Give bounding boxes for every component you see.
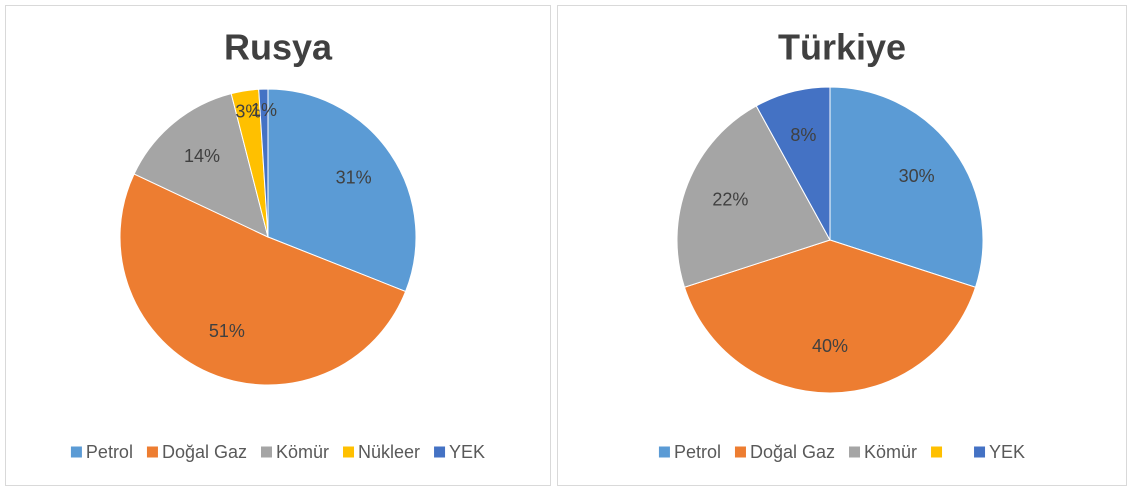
- legend-swatch: [343, 446, 355, 458]
- legend-swatch: [434, 446, 446, 458]
- pie-slice: [676, 105, 831, 288]
- legend-label: Doğal Gaz: [162, 442, 247, 462]
- legend-label: Petrol: [86, 442, 133, 462]
- data-label: 40%: [812, 336, 848, 356]
- legend-label: Kömür: [276, 442, 329, 462]
- legend-swatch: [734, 446, 746, 458]
- legend-swatch: [849, 446, 861, 458]
- pie-slice: [133, 93, 269, 238]
- chart-title: Rusya: [224, 27, 333, 68]
- legend-label: Petrol: [674, 442, 721, 462]
- legend-label: YEK: [989, 442, 1025, 462]
- pie-slice: [829, 86, 984, 288]
- legend-label: Kömür: [864, 442, 917, 462]
- pie-slice: [683, 239, 977, 394]
- pie-slice: [755, 86, 831, 241]
- data-label: 30%: [899, 166, 935, 186]
- data-label: 31%: [336, 168, 372, 188]
- data-label: 14%: [184, 146, 220, 166]
- legend-label: YEK: [449, 442, 485, 462]
- legend-swatch: [931, 446, 943, 458]
- data-label: 8%: [790, 125, 816, 145]
- pie-slice: [119, 173, 407, 386]
- legend-swatch: [261, 446, 272, 458]
- pie-slice: [258, 88, 269, 238]
- legend-swatch: [70, 446, 82, 458]
- legend-swatch: [974, 446, 986, 458]
- data-label: 3%: [235, 101, 261, 121]
- legend-swatch: [658, 446, 670, 458]
- chart-title: Türkiye: [778, 27, 906, 68]
- legend-label: Doğal Gaz: [750, 442, 835, 462]
- data-label: 1%: [251, 100, 277, 120]
- data-label: 51%: [209, 321, 245, 341]
- data-label: 22%: [712, 189, 748, 209]
- pie-slice: [267, 88, 417, 293]
- legend-swatch: [146, 446, 158, 458]
- legend-label: Nükleer: [358, 442, 420, 462]
